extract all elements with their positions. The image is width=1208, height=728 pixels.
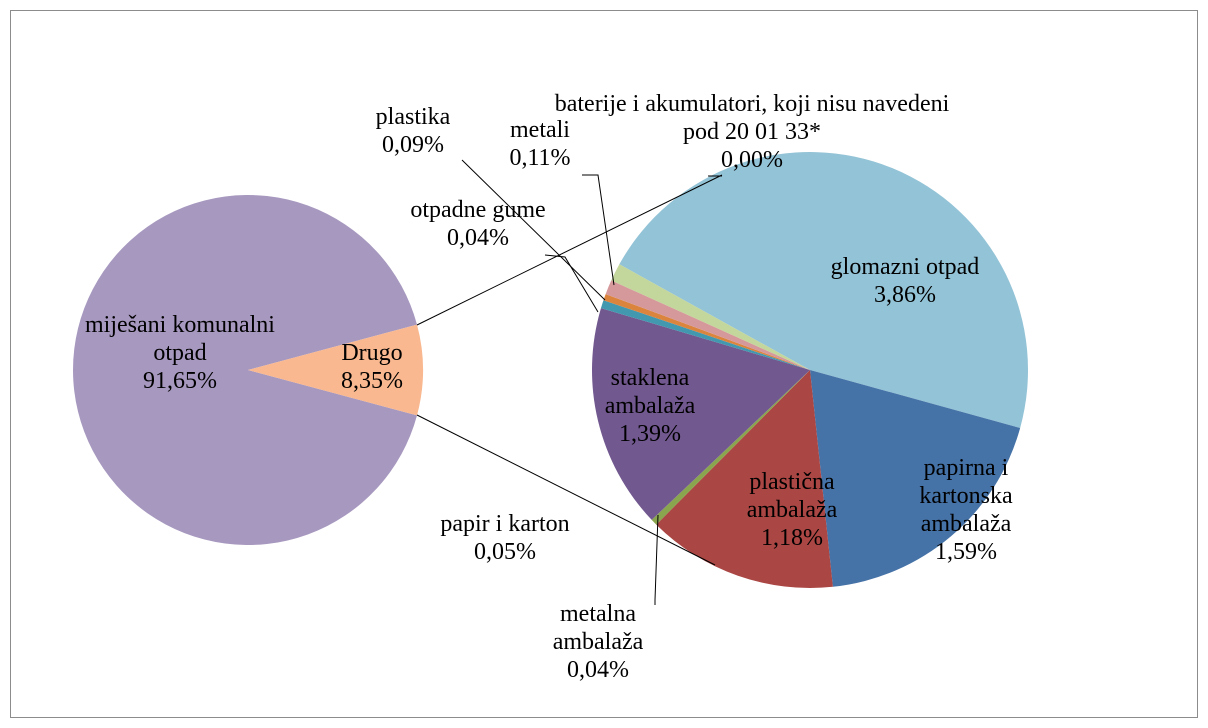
leader-line bbox=[544, 254, 599, 313]
label-value: 91,65% bbox=[143, 368, 217, 394]
data-label: papir i karton 0,05% bbox=[405, 510, 605, 566]
leader-line bbox=[461, 159, 606, 301]
label-value: 1,59% bbox=[935, 539, 997, 565]
chart-frame bbox=[10, 10, 1198, 718]
data-label: papirna i kartonska ambalaža 1,59% bbox=[901, 454, 1031, 566]
pie-slice bbox=[72, 194, 418, 545]
data-label: plastična ambalaža 1,18% bbox=[727, 468, 857, 552]
data-label: staklena ambalaža 1,39% bbox=[595, 364, 705, 448]
label-value: 0,00% bbox=[721, 147, 783, 173]
connector-line bbox=[416, 414, 716, 566]
label-name: otpadne gume bbox=[410, 197, 546, 223]
label-value: 0,04% bbox=[567, 657, 629, 683]
pie-slice bbox=[605, 280, 810, 370]
label-name: metalna ambalaža bbox=[552, 601, 644, 655]
label-name: plastična ambalaža bbox=[746, 469, 838, 523]
label-value: 0,11% bbox=[509, 145, 571, 171]
label-value: 0,04% bbox=[447, 225, 509, 251]
leader-line bbox=[582, 174, 615, 286]
data-label: miješani komunalni otpad 91,65% bbox=[65, 311, 295, 395]
leader-lines bbox=[416, 159, 723, 605]
label-name: baterije i akumulatori, koji nisu navede… bbox=[554, 91, 950, 145]
label-value: 8,35% bbox=[341, 368, 403, 394]
pie-slice bbox=[611, 264, 810, 370]
data-label: glomazni otpad 3,86% bbox=[795, 253, 1015, 309]
data-label: otpadne gume 0,04% bbox=[388, 196, 568, 252]
data-label: metali 0,11% bbox=[490, 116, 590, 172]
pie-slice bbox=[248, 324, 423, 416]
label-value: 1,39% bbox=[619, 421, 681, 447]
label-value: 0,05% bbox=[474, 539, 536, 565]
label-name: staklena ambalaža bbox=[604, 365, 696, 419]
label-name: miješani komunalni otpad bbox=[85, 312, 275, 366]
label-name: plastika bbox=[375, 104, 451, 130]
data-label: metalna ambalaža 0,04% bbox=[528, 600, 668, 684]
pie-slice bbox=[651, 370, 810, 525]
connector-line bbox=[416, 174, 723, 326]
pie-slice bbox=[603, 294, 810, 370]
pie-slice bbox=[592, 308, 810, 520]
pie-slice bbox=[810, 370, 1021, 587]
label-value: 1,18% bbox=[761, 525, 823, 551]
slices bbox=[72, 152, 1028, 588]
pie-slice bbox=[619, 152, 1028, 428]
data-label: plastika 0,09% bbox=[353, 103, 473, 159]
label-value: 3,86% bbox=[874, 282, 936, 308]
data-label: Drugo 8,35% bbox=[317, 339, 427, 395]
label-value: 0,09% bbox=[382, 132, 444, 158]
label-name: Drugo bbox=[341, 340, 403, 366]
pie-slice bbox=[600, 300, 810, 370]
data-label: baterije i akumulatori, koji nisu navede… bbox=[542, 90, 962, 174]
label-name: metali bbox=[510, 117, 570, 143]
label-name: glomazni otpad bbox=[830, 254, 980, 280]
pie-slice bbox=[656, 370, 833, 588]
leader-line bbox=[654, 514, 659, 605]
label-name: papir i karton bbox=[440, 511, 570, 537]
label-name: papirna i kartonska ambalaža bbox=[919, 455, 1013, 537]
